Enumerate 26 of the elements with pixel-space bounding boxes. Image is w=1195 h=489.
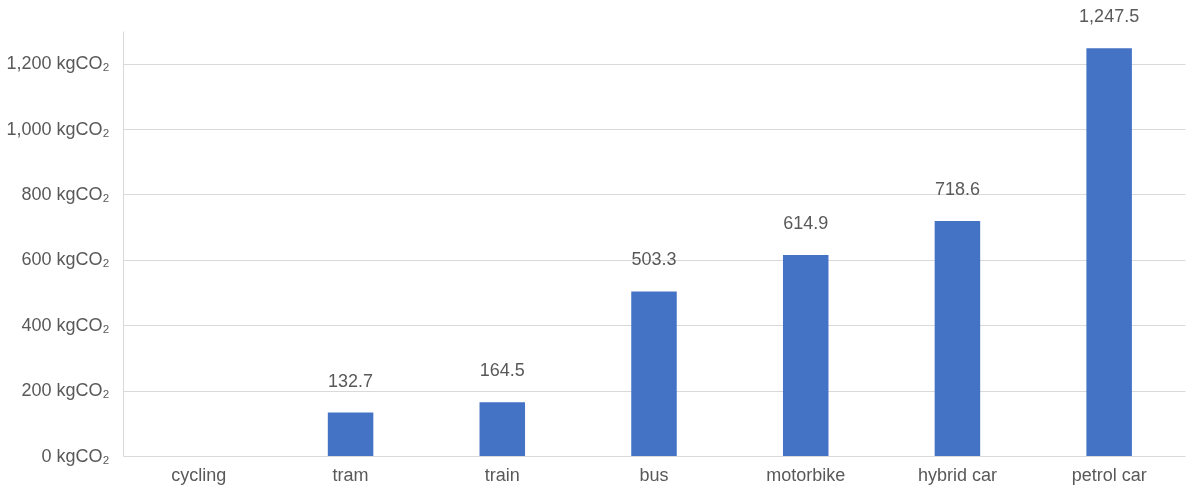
x-tick-label: petrol car (1071, 464, 1147, 485)
x-tick-label: hybrid car (917, 464, 997, 485)
data-label: 614.9 (783, 212, 829, 233)
x-tick-label: bus (639, 464, 669, 485)
data-label: 132.7 (328, 370, 374, 391)
bar (934, 221, 981, 456)
y-tick-label: 800 kgCO₂ (21, 183, 110, 204)
data-label: 1,247.5 (1079, 6, 1140, 27)
y-tick-label: 400 kgCO₂ (21, 314, 110, 335)
data-label: 503.3 (631, 249, 677, 270)
data-label: 718.6 (934, 179, 980, 200)
bar (782, 254, 829, 456)
x-tick-label: train (484, 464, 520, 485)
bar (631, 291, 677, 456)
bar (479, 402, 526, 456)
y-tick-label: 0 kgCO₂ (41, 445, 110, 466)
y-tick-label: 1,000 kgCO₂ (6, 118, 110, 139)
bar (1086, 48, 1132, 456)
x-tick-label: tram (332, 464, 369, 485)
x-tick-label: cycling (171, 464, 227, 485)
bar (327, 412, 374, 456)
y-tick-label: 600 kgCO₂ (21, 249, 110, 270)
x-tick-label: motorbike (766, 464, 846, 485)
data-label: 164.5 (479, 360, 525, 381)
y-tick-label: 200 kgCO₂ (21, 380, 110, 401)
y-tick-label: 1,200 kgCO₂ (6, 53, 110, 74)
